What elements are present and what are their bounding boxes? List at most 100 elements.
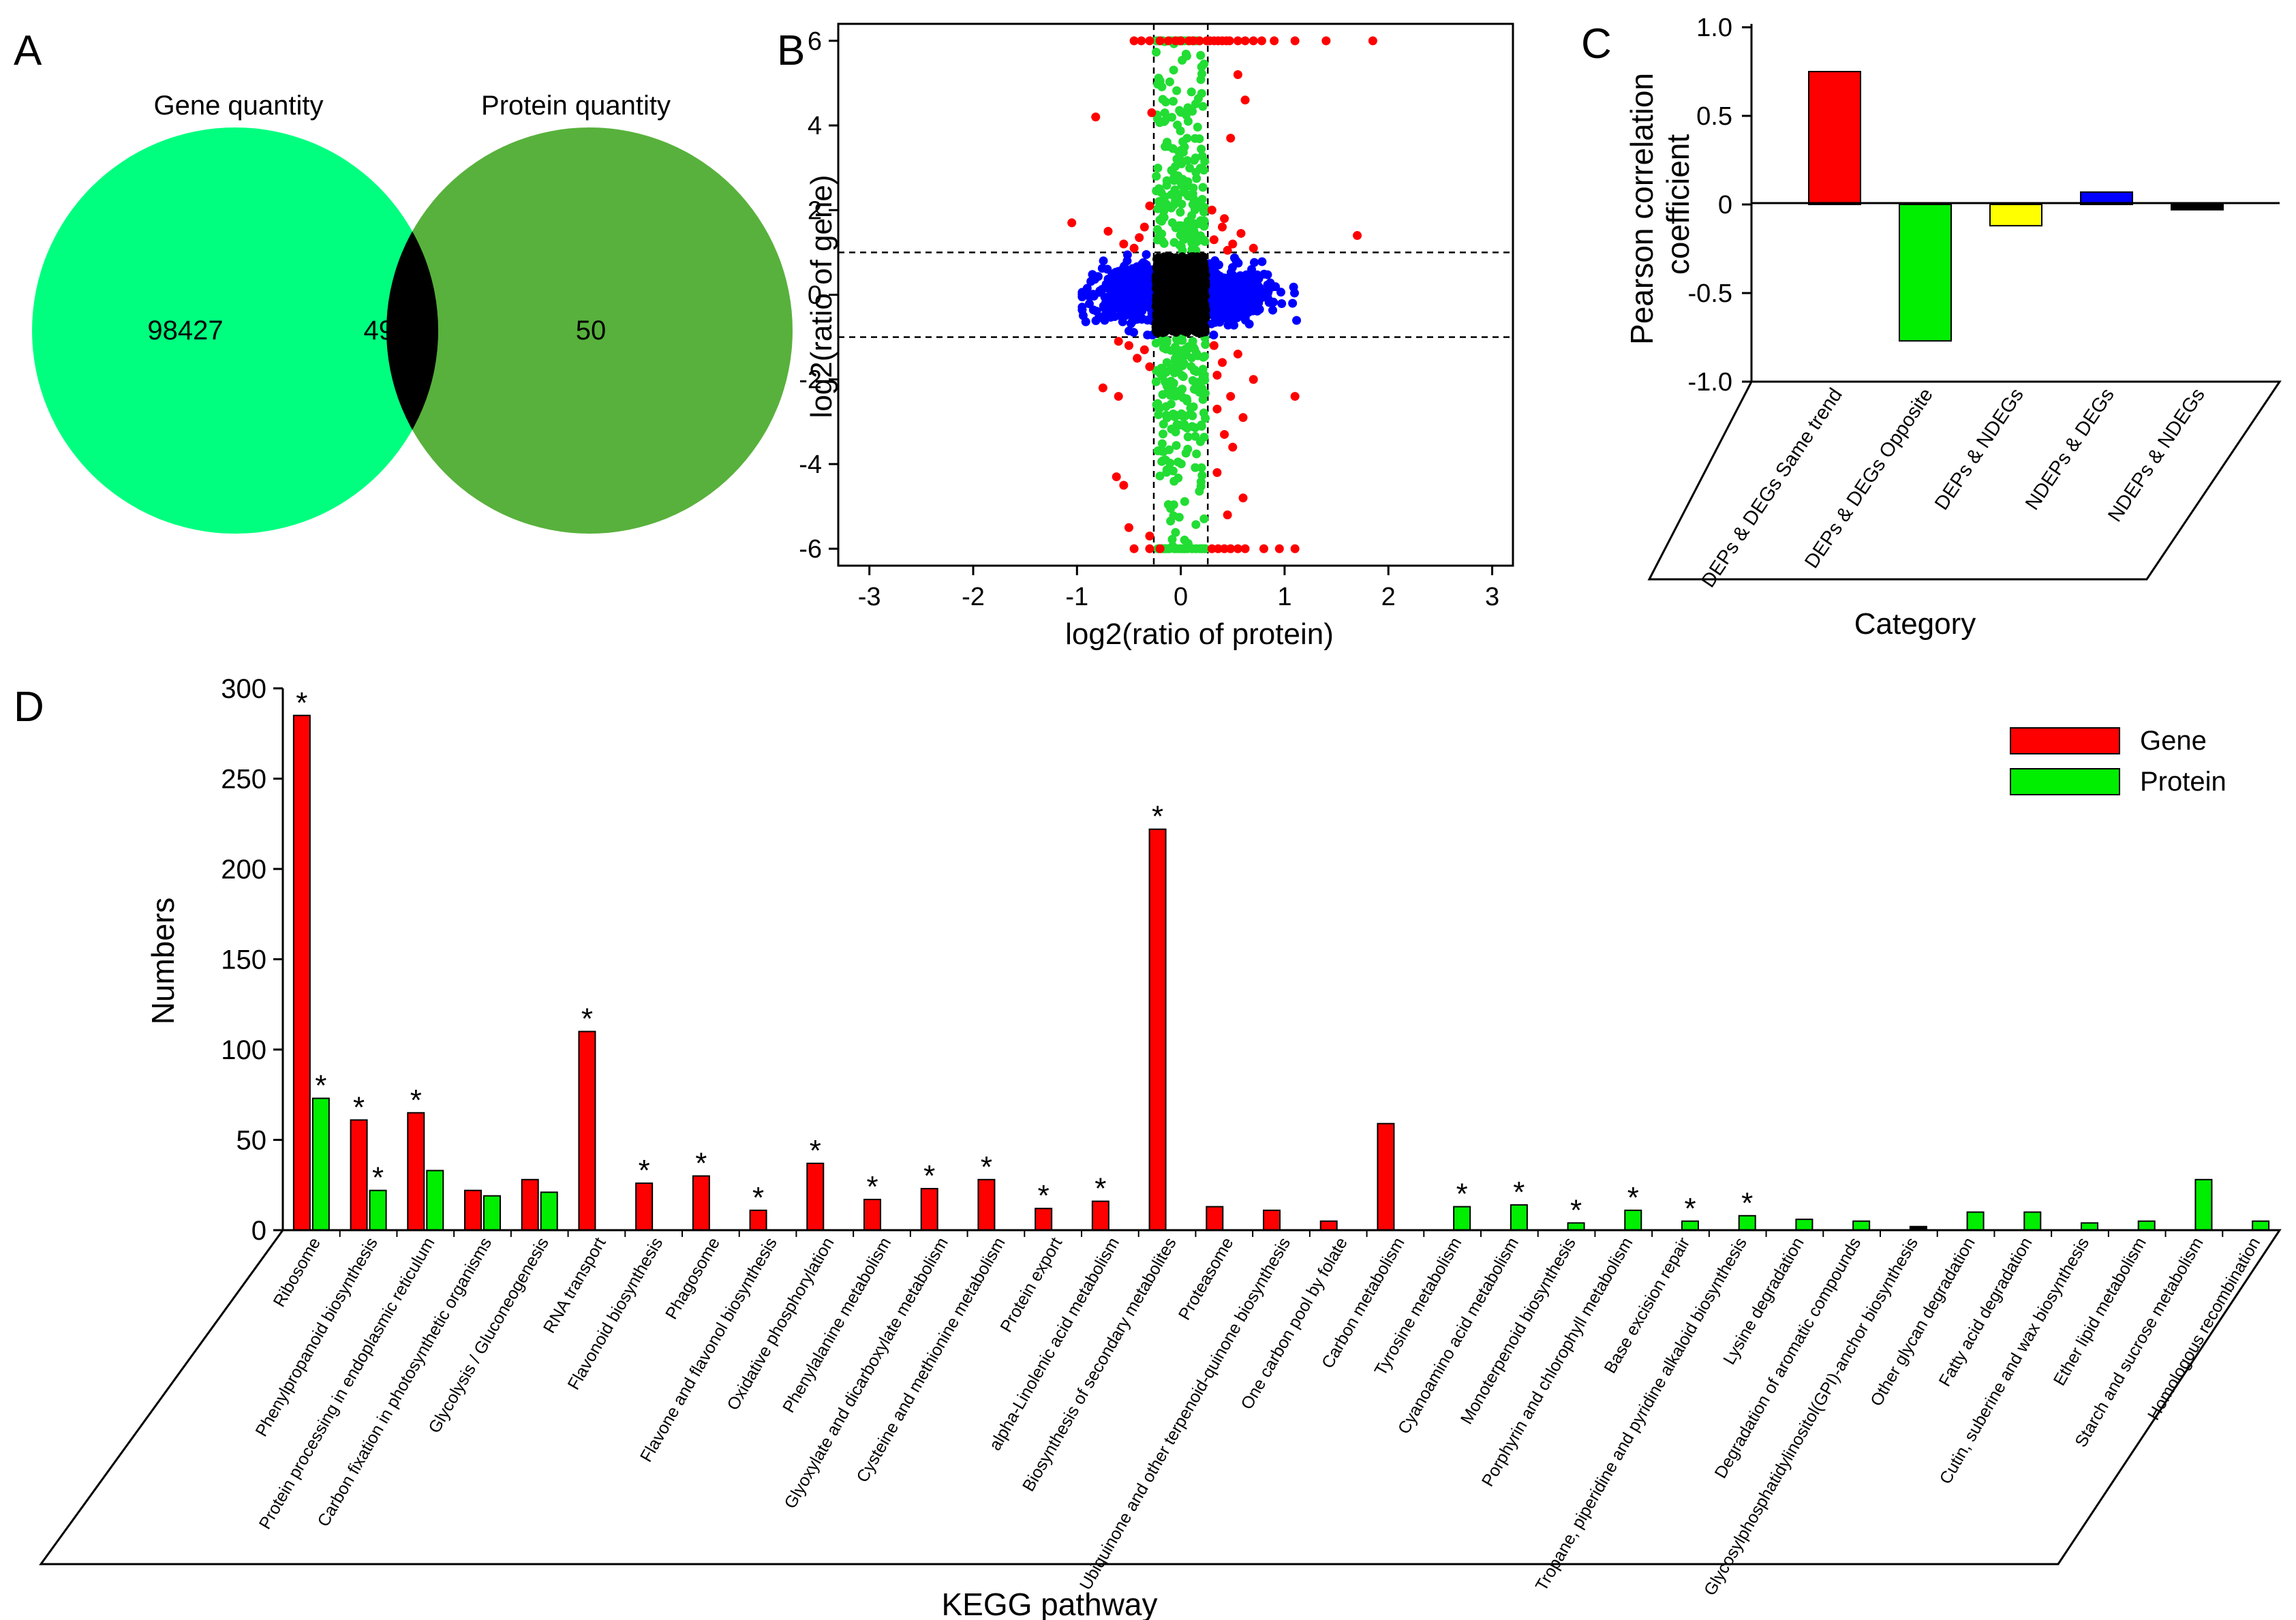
gene-bar (806, 1162, 825, 1231)
gene-only-point (1167, 166, 1176, 175)
gene-only-point (1171, 391, 1180, 401)
both-significant-point (1226, 392, 1236, 401)
gene-only-point (1153, 164, 1163, 173)
protein-bar (1510, 1204, 1528, 1232)
both-significant-point (1240, 95, 1250, 105)
gene-only-point (1155, 228, 1165, 238)
gene-only-point (1178, 412, 1188, 421)
gene-only-point (1187, 87, 1196, 97)
gene-significance-marker: * (410, 1084, 422, 1117)
kegg-y-tick-label: 0 (251, 1216, 266, 1246)
both-significant-point (1223, 510, 1232, 519)
kegg-y-label: Numbers (145, 898, 181, 1025)
protein-bar (1852, 1220, 1871, 1231)
gene-only-point (1188, 189, 1197, 198)
gene-set-title: Gene quantity (153, 91, 323, 121)
kegg-category-label: Oxidative phosphorylation (723, 1234, 838, 1413)
gene-only-point (1195, 388, 1204, 397)
gene-only-point (1154, 410, 1163, 420)
both-significant-point (1209, 341, 1219, 350)
gene-only-point (1192, 349, 1201, 358)
both-significant-point (1129, 243, 1139, 253)
protein-only-point (1223, 274, 1232, 284)
gene-only-point (1159, 429, 1168, 439)
gene-only-point (1151, 377, 1161, 386)
both-significant-point (1145, 362, 1154, 371)
panel-label-d: D (14, 684, 44, 731)
protein-only-point (1263, 270, 1272, 279)
kegg-category-label: Phagosome (662, 1234, 724, 1323)
both-significant-point (1236, 228, 1246, 238)
both-significant-point (1213, 544, 1223, 553)
protein-only-point (1084, 299, 1094, 309)
both-significant-point (1209, 235, 1219, 245)
protein-only-point (1122, 268, 1131, 277)
gene-significance-marker: * (581, 1003, 593, 1036)
gene-only-point (1187, 211, 1197, 220)
both-significant-point (1233, 70, 1242, 80)
gene-bar (749, 1209, 767, 1231)
gene-only-point (1197, 422, 1206, 431)
gene-only-point (1191, 100, 1200, 109)
correlation-bar (1808, 71, 1861, 205)
protein-only-point (1288, 299, 1298, 308)
pathway-floor (39, 1229, 2282, 1565)
gene-only-point (1171, 528, 1180, 537)
both-significant-point (1147, 108, 1157, 117)
correlation-y-tick-label: 0 (1718, 191, 1732, 219)
gene-only-point (1153, 399, 1163, 408)
gene-bar (464, 1189, 482, 1231)
gene-only-point (1191, 153, 1200, 163)
protein-only-point (1263, 280, 1272, 290)
gene-bar (521, 1178, 539, 1232)
gene-only-point (1192, 449, 1201, 459)
kegg-category-label: Tropane, piperidine and pyridine alkaloi… (1532, 1234, 1751, 1594)
both-significant-point (1218, 358, 1227, 367)
gene-only-point (1182, 156, 1192, 166)
kegg-y-tick-label: 200 (221, 855, 266, 885)
gene-only-point (1178, 384, 1187, 394)
correlation-category-label: NDEPs & NDEGs (2104, 384, 2209, 526)
gene-only-point (1189, 402, 1198, 412)
kegg-bars: * * * * * * * * * * * * * * * * * * * * * * (292, 686, 2270, 1232)
protein-only-point (1077, 305, 1087, 315)
gene-bar (350, 1119, 368, 1231)
gene-only-point (1152, 48, 1161, 57)
both-significant-point (1114, 392, 1123, 401)
protein-only-point (1268, 305, 1278, 315)
protein-only-point (1247, 264, 1257, 274)
both-significant-point (1212, 371, 1222, 380)
protein-circle (386, 127, 793, 534)
scatter-y-tick-label: 4 (808, 112, 822, 140)
protein-only-point (1242, 270, 1251, 279)
both-significant-point (1145, 201, 1154, 211)
gene-only-point (1160, 108, 1169, 118)
gene-only-point (1165, 77, 1174, 87)
gene-only-point (1166, 504, 1176, 513)
gene-circle (32, 127, 438, 534)
gene-significance-marker: * (923, 1159, 935, 1193)
both-significant-point (1184, 36, 1194, 46)
protein-bar (311, 1097, 330, 1232)
gene-only-point (1159, 419, 1168, 429)
correlation-bar (2171, 204, 2224, 211)
both-significant-point (1353, 231, 1362, 241)
correlation-bar (2080, 191, 2133, 205)
gene-only-point (1193, 122, 1202, 132)
gene-only-point (1178, 137, 1188, 147)
scatter-y-tick-label: -2 (799, 366, 822, 395)
protein-only-point (1091, 316, 1101, 326)
gene-only-point (1196, 50, 1206, 60)
protein-only-point (1290, 288, 1300, 298)
both-significant-point (1114, 337, 1123, 346)
gene-only-point (1197, 144, 1206, 154)
gene-only-point (1197, 151, 1207, 161)
kegg-category-label: Ribosome (270, 1234, 325, 1310)
protein-only-point (1122, 284, 1132, 294)
gene-only-point (1169, 238, 1179, 247)
protein-only-point (1084, 292, 1094, 301)
non-significant-core (1158, 258, 1204, 331)
gene-only-point (1197, 471, 1207, 480)
protein-bar (1795, 1219, 1813, 1231)
